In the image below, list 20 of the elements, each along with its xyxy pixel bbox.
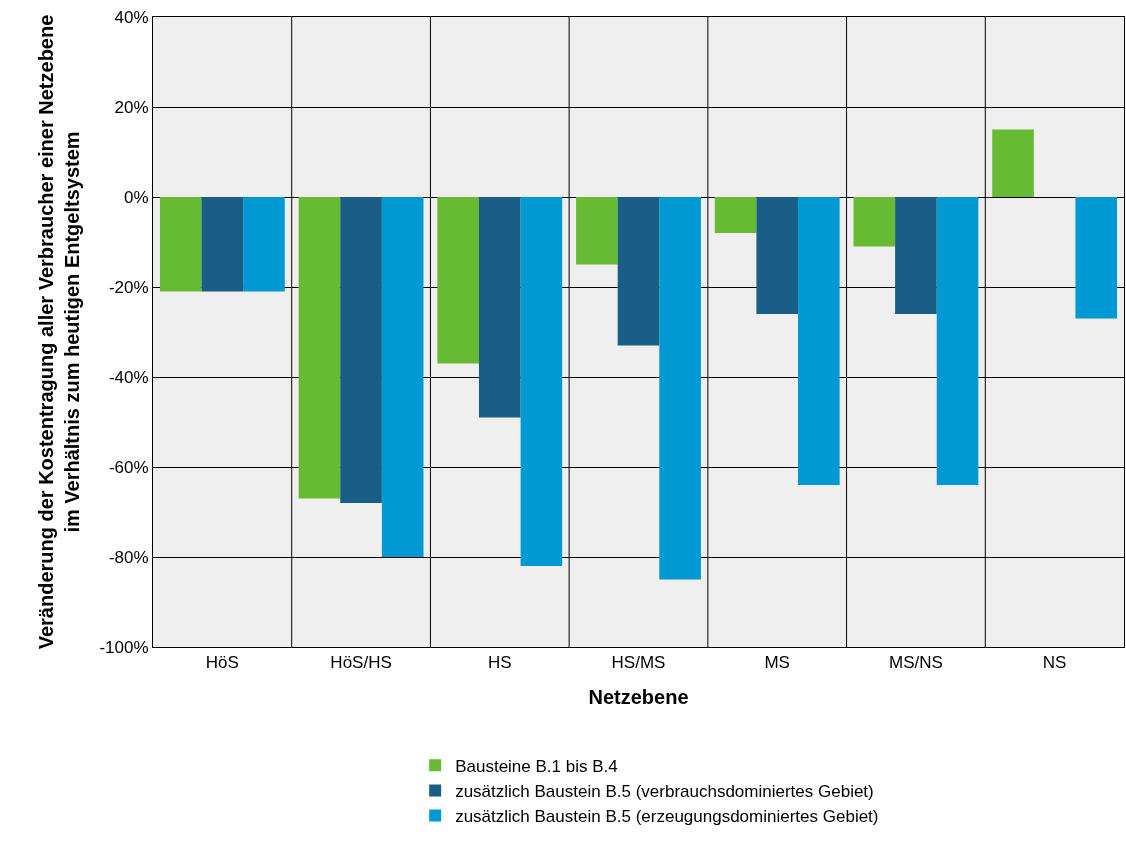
y-tick-label: -60% [108, 457, 149, 477]
x-tick-label: HS/MS [611, 653, 666, 673]
y-axis-title: Veränderung der Kostentragung aller Verbraucher einer Netzebene im Verhältnis zum heutigen Entgeltsystem [34, 14, 83, 650]
x-tick-label: HS [487, 653, 512, 673]
legend-label: Bausteine B.1 bis B.4 [455, 756, 618, 776]
x-axis-title: Netzebene [588, 685, 689, 708]
y-tick-label: 20% [114, 97, 149, 117]
legend-label: zusätzlich Baustein B.5 (erzeugungsdominiertes Gebiet) [455, 807, 879, 827]
y-tick-label: -80% [108, 547, 149, 567]
y-tick-label: -20% [108, 277, 149, 297]
x-tick-label: HöS/HS [330, 653, 392, 673]
legend-label: zusätzlich Baustein B.5 (verbrauchsdominiertes Gebiet) [455, 782, 874, 802]
y-tick-label: -40% [108, 367, 149, 387]
x-tick-label: MS [764, 653, 790, 673]
y-tick-label: 40% [114, 7, 149, 27]
x-tick-label: HöS [205, 653, 239, 673]
y-tick-label: 0% [124, 187, 149, 207]
y-tick-label: -100% [99, 637, 149, 657]
x-tick-label: NS [1042, 653, 1067, 673]
x-tick-label: MS/NS [889, 653, 943, 673]
